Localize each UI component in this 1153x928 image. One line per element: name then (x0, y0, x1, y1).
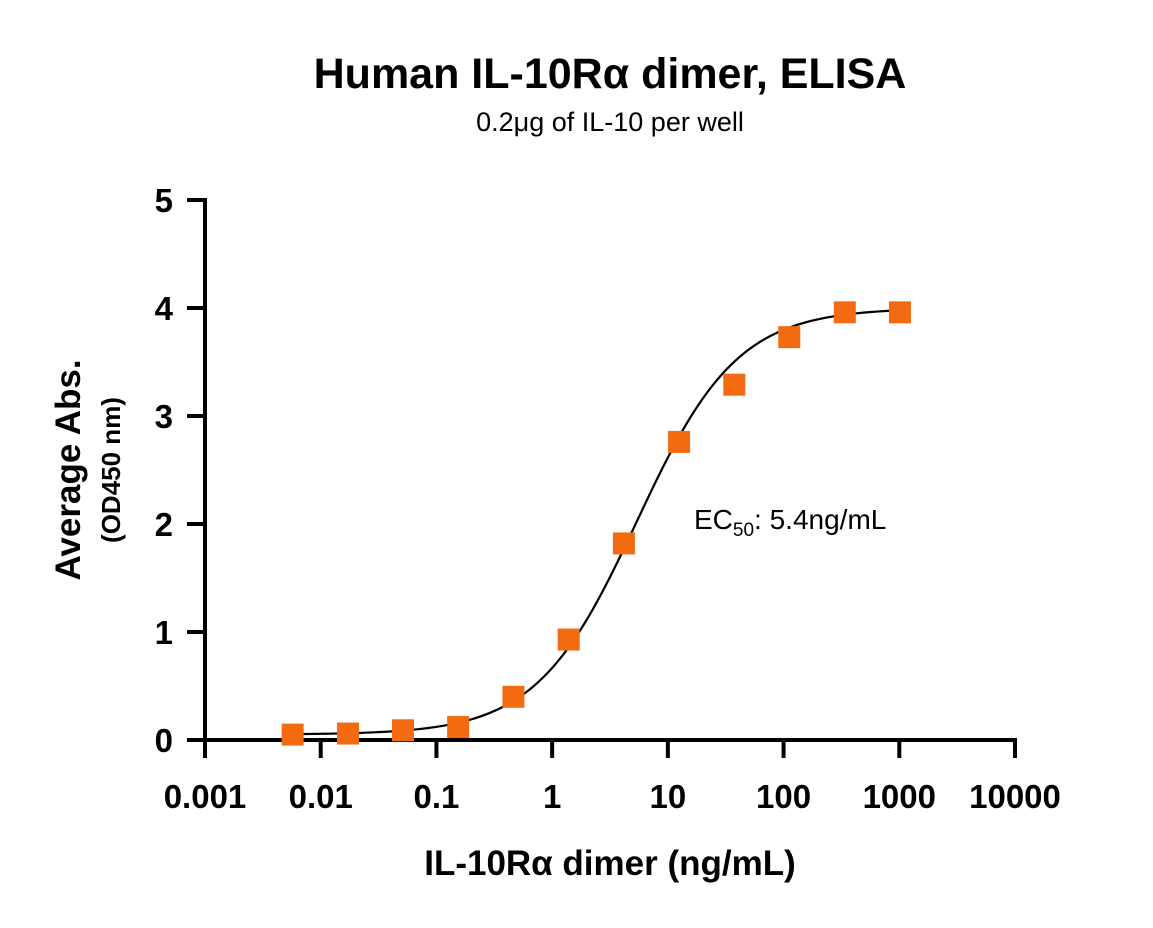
x-tick-label: 0.01 (289, 778, 353, 815)
data-point (778, 326, 801, 349)
x-tick-label: 0.001 (164, 778, 247, 815)
data-points (281, 301, 911, 746)
y-axis-ticks: 0 1 2 3 4 5 (155, 182, 205, 759)
x-axis-ticks: 0.001 0.01 0.1 1 10 100 1000 10000 (164, 740, 1061, 815)
y-axis-sublabel: (OD450 nm) (96, 397, 126, 543)
data-point (888, 301, 911, 324)
data-point (557, 628, 580, 651)
y-tick-label: 4 (155, 290, 174, 327)
y-axis-title: Average Abs. (OD450 nm) (49, 359, 126, 580)
x-tick-label: 1000 (863, 778, 936, 815)
ec50-prefix: EC (694, 504, 733, 535)
y-tick-label: 2 (155, 506, 173, 543)
y-tick-label: 3 (155, 398, 173, 435)
chart-title: Human IL-10Rα dimer, ELISA (314, 50, 907, 98)
data-point (833, 301, 856, 324)
x-tick-label: 1 (543, 778, 561, 815)
axes (203, 198, 1017, 742)
y-axis-label: Average Abs. (49, 359, 88, 580)
data-point (281, 723, 304, 746)
x-tick-label: 0.1 (413, 778, 459, 815)
data-point (447, 716, 470, 739)
chart-subtitle: 0.2μg of IL-10 per well (476, 107, 744, 137)
x-tick-label: 100 (756, 778, 811, 815)
data-point (612, 532, 635, 555)
data-point (502, 685, 525, 708)
y-tick-label: 5 (155, 182, 173, 219)
data-point (391, 719, 414, 742)
x-tick-label: 10 (649, 778, 686, 815)
ec50-annotation: EC50: 5.4ng/mL (694, 504, 886, 541)
data-point (723, 373, 746, 396)
ec50-subscript: 50 (733, 520, 754, 541)
y-tick-label: 1 (155, 614, 173, 651)
ec50-value: : 5.4ng/mL (754, 504, 886, 535)
x-tick-label: 10000 (969, 778, 1061, 815)
data-point (668, 430, 691, 453)
y-tick-label: 0 (155, 722, 173, 759)
data-point (336, 722, 359, 745)
x-axis-label: IL-10Rα dimer (ng/mL) (424, 844, 796, 883)
